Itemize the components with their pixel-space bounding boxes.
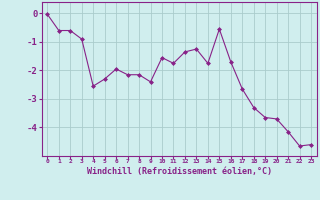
X-axis label: Windchill (Refroidissement éolien,°C): Windchill (Refroidissement éolien,°C) [87,167,272,176]
